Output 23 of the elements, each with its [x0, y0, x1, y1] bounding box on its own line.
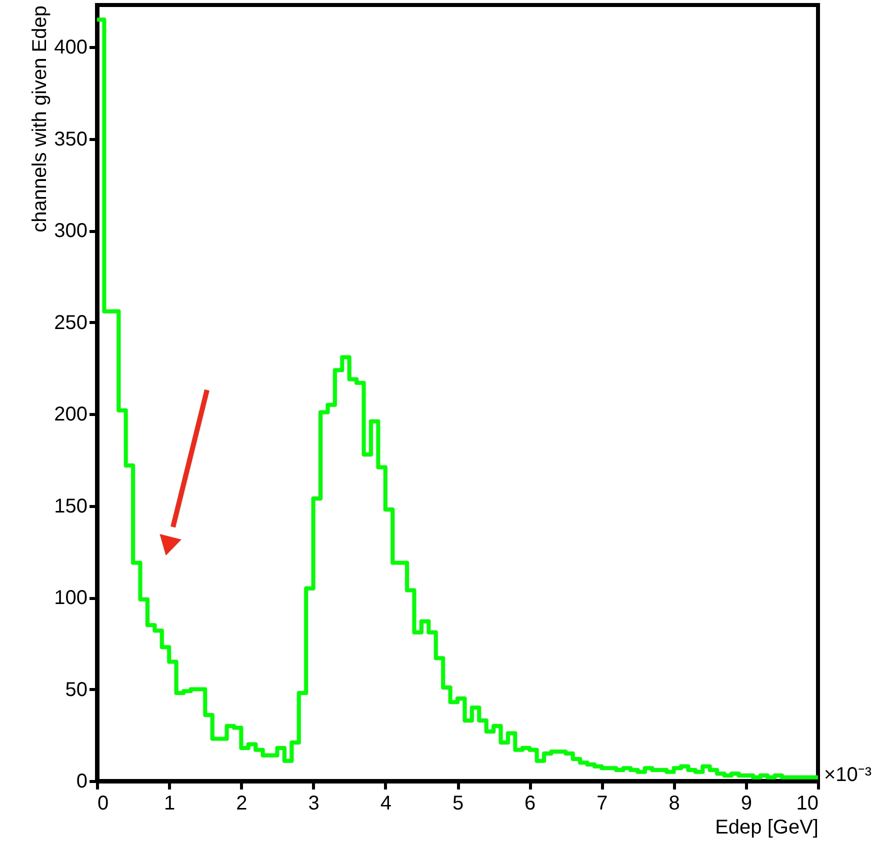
y-tick-label: 400	[54, 36, 88, 59]
y-tick-label: 150	[54, 495, 88, 518]
y-tick-label: 100	[54, 587, 88, 610]
y-tick-label: 250	[54, 312, 88, 334]
x-tick-label: 0	[98, 792, 109, 814]
x-axis-title: Edep [GeV]	[715, 816, 818, 838]
x-tick-label: 6	[524, 792, 536, 814]
x-tick-label: 4	[380, 792, 392, 814]
y-tick-label: 350	[54, 128, 88, 150]
x-tick-label: 9	[740, 792, 752, 814]
text: ×10⁻³	[824, 764, 872, 786]
y-tick-label: 200	[54, 404, 88, 426]
y-axis-title: channels with given Edep	[29, 6, 52, 232]
x-tick-label: 8	[668, 792, 680, 814]
x-tick-label: 10	[796, 792, 818, 814]
x-tick-label: 3	[308, 792, 320, 814]
y-tick-label: 50	[65, 678, 88, 701]
y-tick-label: 300	[54, 220, 88, 242]
x-tick-label: 2	[236, 792, 248, 814]
y-tick-label: 0	[76, 770, 88, 792]
x-tick-label: 5	[452, 792, 464, 814]
x-tick-label: 7	[596, 792, 608, 814]
x-tick-label: 1	[164, 792, 176, 814]
